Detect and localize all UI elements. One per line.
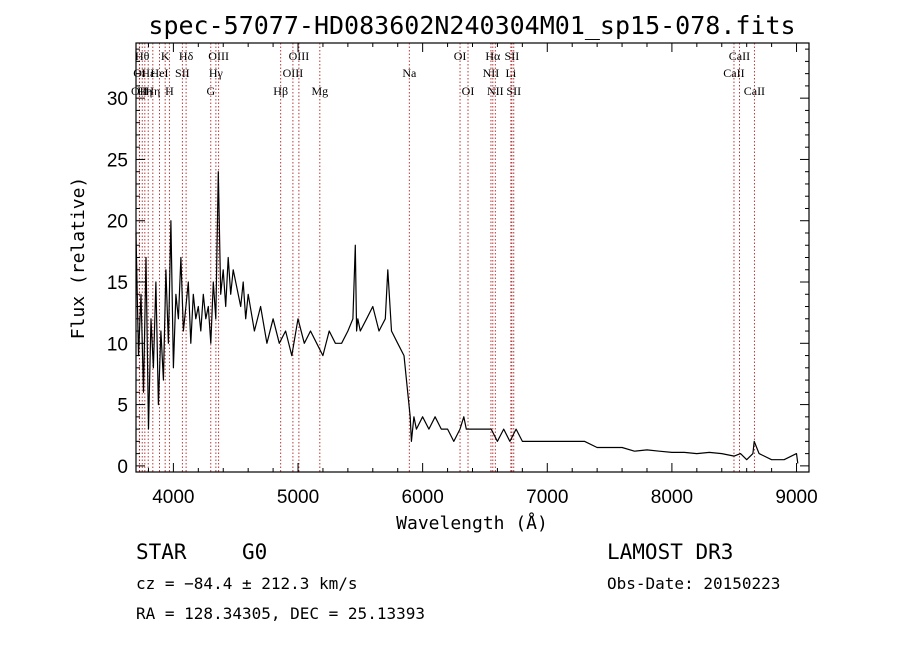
marker-label-12: Hγ — [209, 66, 224, 80]
y-tick-label-6: 30 — [107, 89, 128, 110]
marker-label-4: Hε — [141, 66, 155, 80]
line-markers — [138, 43, 755, 472]
object-subclass: G0 — [242, 540, 267, 564]
x-tick-label-2: 6000 — [402, 487, 444, 508]
y-tick-label-1: 5 — [117, 396, 128, 417]
redshift-text: cz = −84.4 ± 212.3 km/s — [136, 574, 358, 593]
y-axis-label: Flux (relative) — [68, 177, 89, 340]
survey-name: LAMOST DR3 — [607, 540, 733, 564]
marker-label-26: SII — [506, 84, 521, 98]
marker-label-6: HeI — [151, 66, 169, 80]
y-tick-label-2: 10 — [107, 334, 128, 355]
marker-label-19: OI — [454, 49, 467, 63]
marker-label-14: Hβ — [273, 84, 288, 98]
y-tick-label-5: 25 — [107, 150, 128, 171]
marker-label-2: Hθ — [135, 49, 150, 63]
marker-label-18: Na — [402, 66, 417, 80]
plot-frame — [135, 42, 810, 473]
marker-label-22: Hα — [485, 49, 501, 63]
x-tick-label-0: 4000 — [152, 487, 194, 508]
marker-label-25: SII — [505, 49, 520, 63]
marker-label-11: G — [206, 84, 215, 98]
marker-label-20: OI — [462, 84, 475, 98]
marker-label-5: Hη — [145, 84, 160, 98]
marker-label-24: Li — [506, 66, 517, 80]
obs-date-text: Obs-Date: 20150223 — [607, 574, 780, 593]
chart-title: spec-57077-HD083602N240304M01_sp15-078.f… — [148, 11, 795, 40]
y-tick-label-4: 20 — [107, 212, 128, 233]
y-tick-label-0: 0 — [117, 457, 128, 478]
y-axis-ticks: 0 5 10 15 20 25 30 — [107, 48, 809, 478]
marker-label-15: OIII — [283, 66, 304, 80]
marker-label-29: CaII — [744, 84, 765, 98]
marker-label-27: CaII — [723, 66, 744, 80]
x-tick-label-1: 5000 — [277, 487, 319, 508]
marker-label-16: OIII — [289, 49, 310, 63]
line-marker-labels: OIIOIHθHηHεHηHeIKHSIIHδGHγOIIIHβOIIIOIII… — [131, 49, 765, 98]
x-tick-label-5: 9000 — [775, 487, 817, 508]
marker-label-13: OIII — [208, 49, 229, 63]
marker-label-21: NII — [483, 66, 500, 80]
x-tick-label-4: 8000 — [651, 487, 693, 508]
spectrum-line — [135, 171, 799, 464]
marker-label-10: Hδ — [179, 49, 194, 63]
x-axis-ticks: 4000 5000 6000 7000 8000 9000 — [147, 43, 818, 508]
marker-label-7: K — [161, 49, 170, 63]
x-tick-label-3: 7000 — [526, 487, 568, 508]
marker-label-23: NII — [487, 84, 504, 98]
marker-label-9: SII — [175, 66, 190, 80]
x-axis-label: Wavelength (Å) — [396, 512, 548, 534]
marker-label-17: Mg — [311, 84, 328, 98]
marker-label-8: H — [165, 84, 174, 98]
object-class: STAR — [136, 540, 187, 564]
marker-label-0: OII — [131, 84, 148, 98]
coords-text: RA = 128.34305, DEC = 25.13393 — [136, 604, 425, 623]
y-tick-label-3: 15 — [107, 273, 128, 294]
marker-label-28: CaII — [729, 49, 750, 63]
marker-label-3: Hη — [137, 84, 152, 98]
